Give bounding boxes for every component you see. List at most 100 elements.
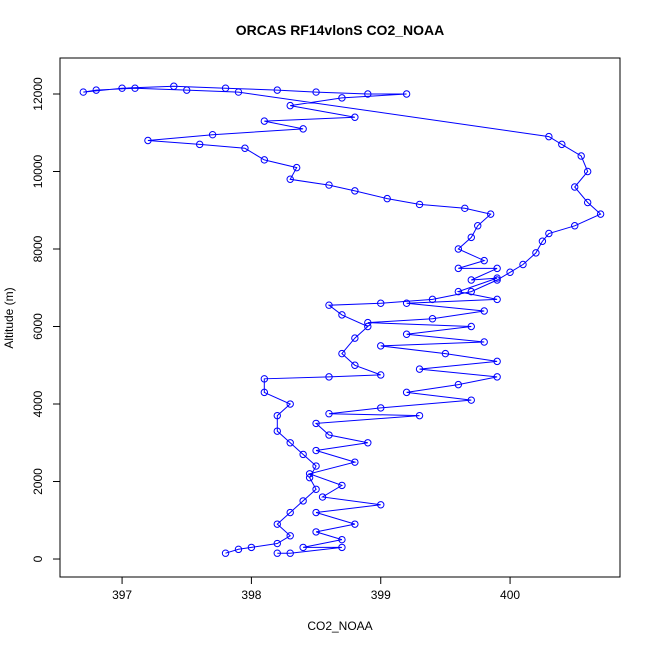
y-tick-label: 0 [31, 555, 45, 562]
chart-title: ORCAS RF14vlonS CO2_NOAA [236, 22, 444, 38]
data-point [461, 204, 469, 213]
data-point [338, 481, 346, 490]
data-point [221, 549, 230, 557]
data-point [480, 338, 488, 346]
data-point [377, 501, 385, 509]
data-point [260, 117, 269, 125]
data-point [305, 470, 314, 478]
y-axis-label: Altitude (m) [2, 287, 16, 348]
data-point [364, 322, 372, 331]
data-point [260, 156, 269, 164]
data-point [402, 330, 411, 338]
data-point [241, 144, 249, 152]
data-point [273, 549, 281, 557]
data-point [273, 411, 281, 420]
data-point [299, 125, 307, 133]
data-point [467, 396, 475, 404]
data-point [402, 299, 411, 307]
data-point [577, 152, 585, 160]
y-tick-label: 4000 [31, 390, 45, 417]
data-point [532, 249, 540, 257]
data-point [273, 86, 281, 94]
plot-frame [59, 57, 621, 578]
data-point [312, 419, 320, 428]
data-point [538, 237, 547, 245]
data-point [195, 140, 204, 149]
data-point [260, 388, 269, 397]
data-line [83, 85, 602, 554]
data-point [338, 349, 346, 358]
data-point [402, 388, 411, 397]
x-tick-label: 400 [500, 588, 520, 602]
data-point [454, 264, 463, 273]
x-tick-label: 399 [371, 588, 391, 602]
data-point [493, 357, 501, 366]
data-point [208, 130, 217, 139]
data-point [299, 450, 307, 459]
data-point [493, 276, 501, 284]
data-point [377, 371, 385, 379]
y-tick-label: 2000 [31, 468, 45, 495]
data-point [377, 404, 385, 412]
data-point [312, 446, 320, 455]
data-point [383, 194, 391, 203]
data-point [441, 349, 450, 358]
data-point [415, 365, 424, 373]
x-tick-label: 398 [241, 588, 261, 602]
data-point [364, 439, 372, 447]
data-point [299, 497, 307, 505]
data-point [454, 245, 463, 253]
data-point [247, 543, 256, 552]
data-point [474, 222, 482, 230]
data-point [338, 535, 346, 544]
data-point [583, 198, 592, 207]
data-point [183, 86, 191, 94]
data-point [467, 276, 475, 284]
data-point [325, 431, 333, 439]
data-point [318, 493, 327, 501]
data-point [118, 84, 126, 92]
data-point [571, 183, 579, 191]
data-point [428, 315, 437, 323]
data-point [338, 94, 346, 102]
y-tick-label: 12000 [31, 77, 45, 111]
data-point [286, 508, 294, 517]
data-point [260, 375, 269, 383]
data-point [364, 318, 372, 327]
data-point [286, 439, 294, 447]
data-point [79, 88, 87, 96]
data-point [480, 256, 488, 265]
data-point [545, 229, 553, 238]
data-point [493, 373, 501, 381]
data-point [519, 260, 527, 269]
data-point [454, 287, 463, 296]
data-point [467, 233, 475, 242]
data-point [571, 222, 579, 230]
data-point [545, 132, 553, 141]
data-point [325, 373, 333, 381]
data-point [377, 299, 385, 307]
data-point [286, 175, 294, 183]
data-point [286, 549, 294, 557]
data-point [234, 88, 243, 96]
data-point [92, 86, 100, 94]
data-point [305, 473, 314, 482]
data-point [338, 543, 346, 552]
data-point [467, 322, 475, 331]
data-point [312, 508, 320, 517]
data-point [415, 411, 424, 420]
data-point [325, 181, 333, 189]
data-point [493, 295, 501, 304]
x-tick-label: 397 [112, 588, 132, 602]
data-point [351, 334, 359, 342]
data-point [299, 543, 307, 552]
data-point [351, 187, 359, 195]
data-point [292, 163, 301, 172]
data-point [558, 140, 566, 149]
data-point [131, 84, 139, 92]
data-point [312, 485, 320, 493]
data-point [454, 380, 463, 389]
data-point [221, 84, 230, 92]
